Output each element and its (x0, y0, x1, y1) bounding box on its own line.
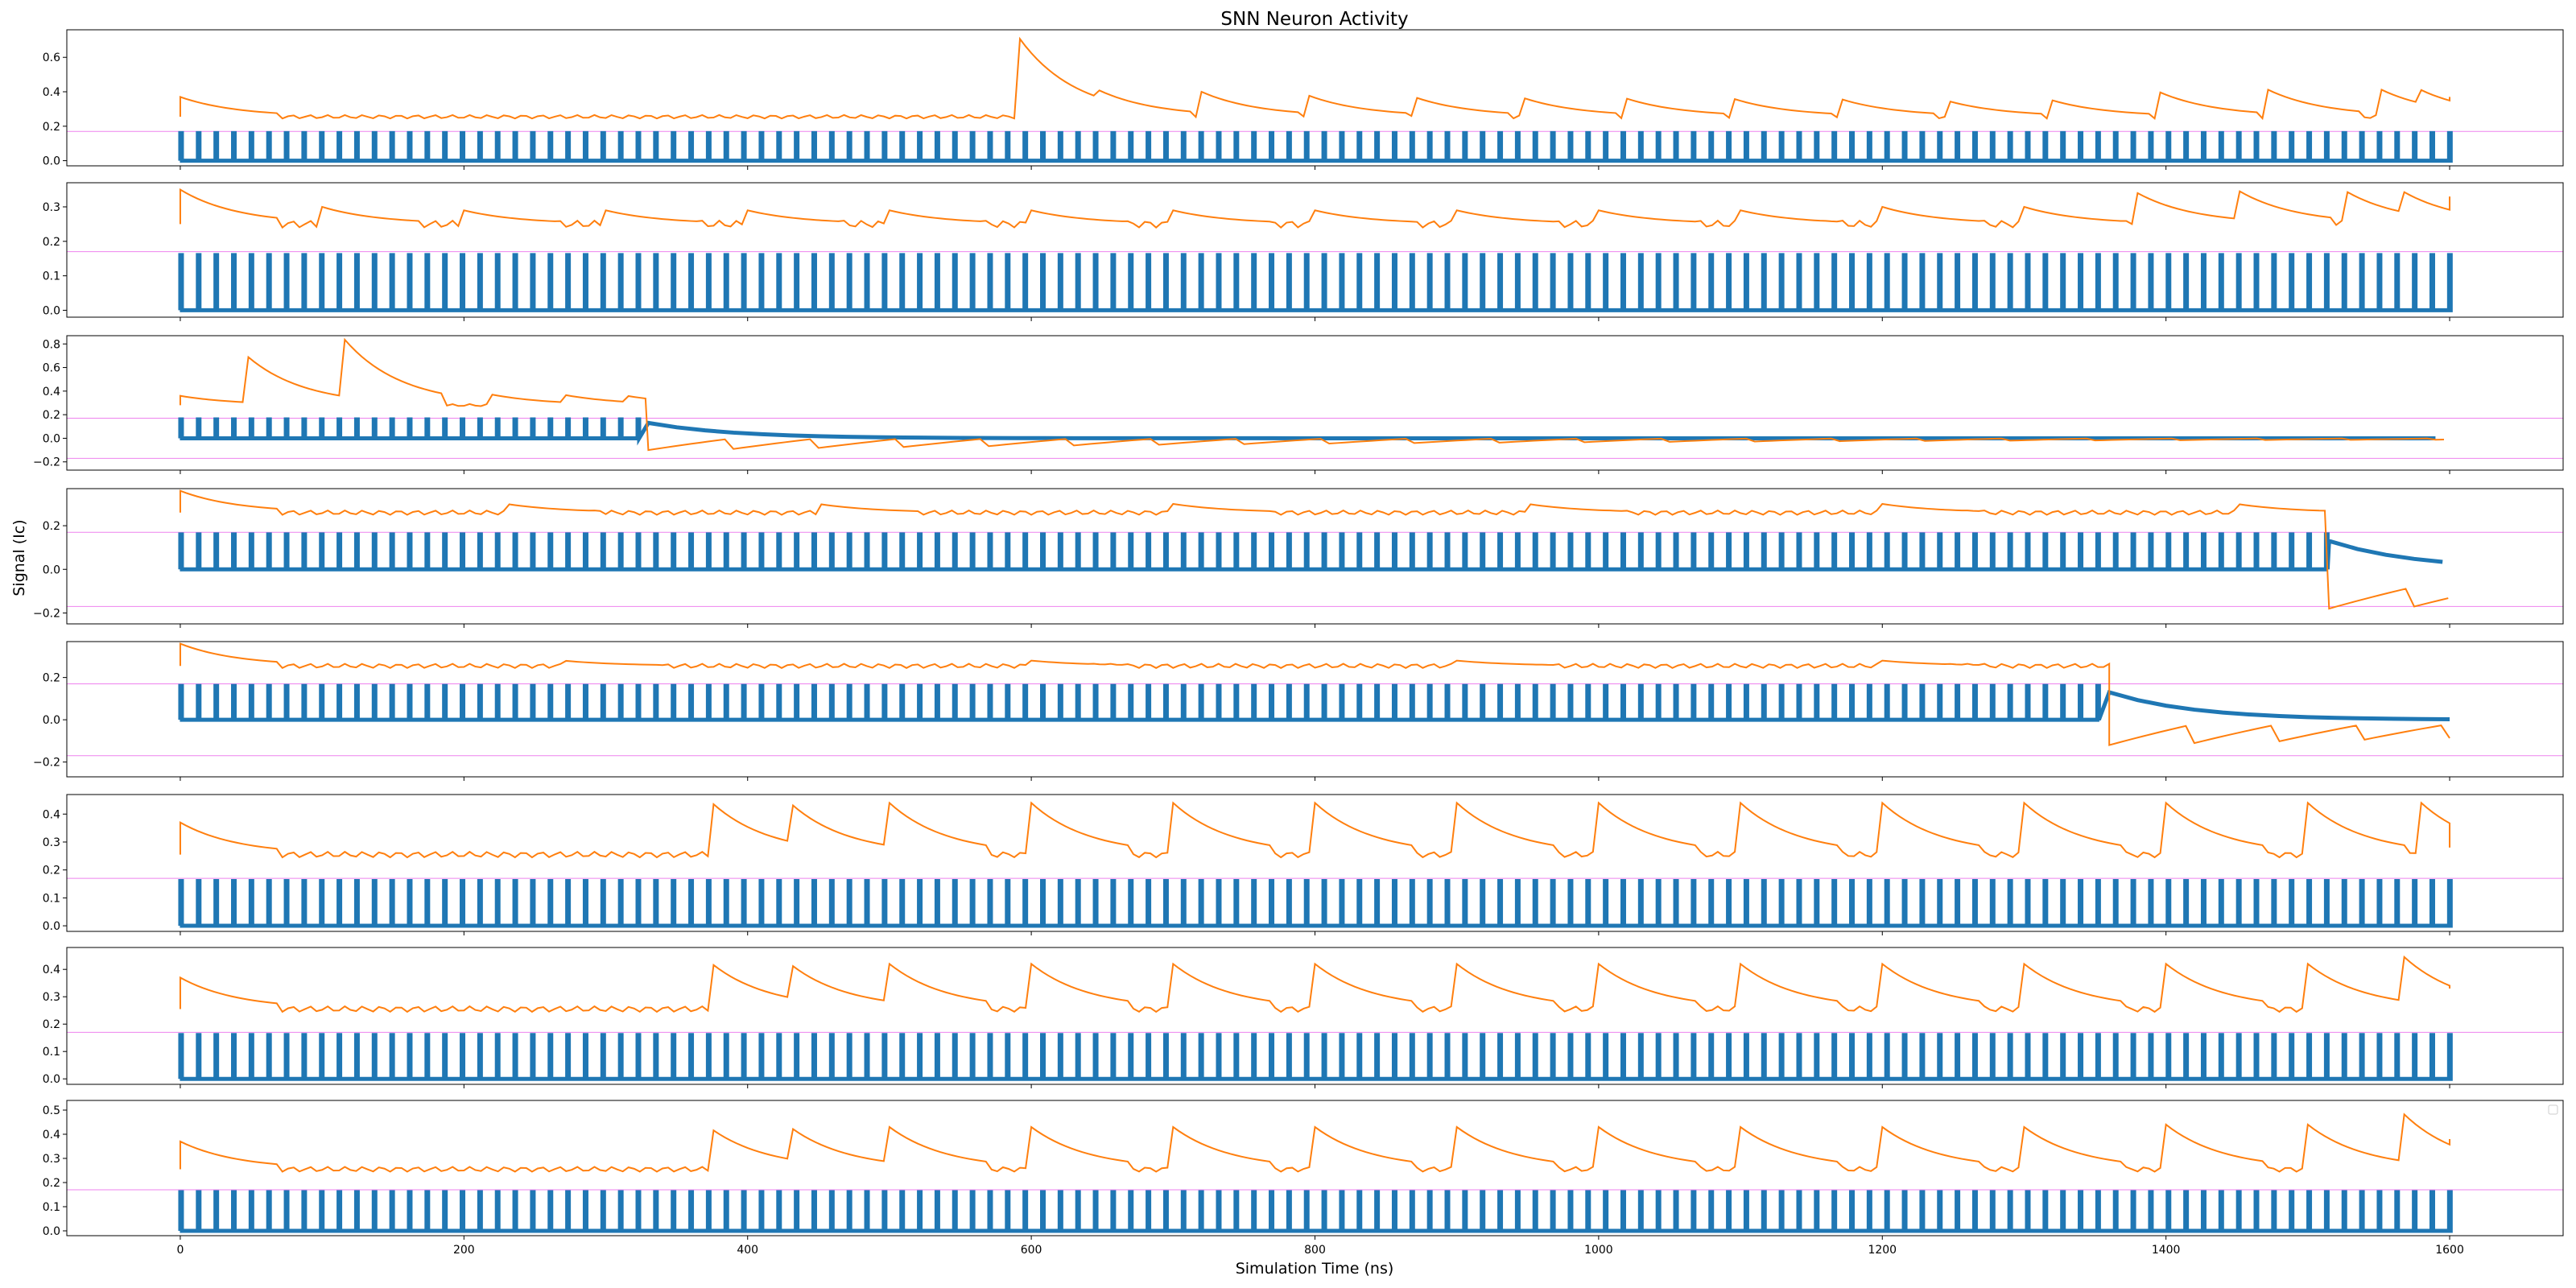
membrane-trace-7 (179, 955, 2451, 1013)
x-tick-label: 800 (1304, 1244, 1326, 1257)
y-tick-label: 0.2 (43, 865, 60, 877)
subplot-4: −0.2 0.0 0.2 (33, 488, 2564, 628)
y-tick-label: 0.1 (43, 1046, 60, 1059)
y-tick-label: 0.2 (43, 1177, 60, 1190)
y-tick-label: 0.2 (43, 121, 60, 134)
y-tick-label: 0.3 (43, 991, 60, 1004)
y-tick-label: 0.3 (43, 201, 60, 214)
spike-train-2 (178, 253, 2453, 312)
x-tick-label: 1000 (1584, 1244, 1613, 1257)
subplot-2: 0.0 0.1 0.2 0.3 (43, 182, 2564, 321)
y-tick-label: 0.6 (43, 362, 60, 375)
y-tick-label: 0.0 (43, 432, 60, 445)
membrane-trace-3 (179, 337, 2445, 452)
x-tick-label: 200 (453, 1244, 475, 1257)
y-tick-label: 0.4 (43, 386, 60, 398)
subplot-8: 0.0 0.1 0.2 0.3 0.4 0.5 0 200 400 600 800 1000 1200 1… (43, 1100, 2564, 1257)
x-tick-label: 1200 (1868, 1244, 1897, 1257)
membrane-trace-4 (179, 489, 2449, 610)
y-tick-label: 0.1 (43, 1201, 60, 1214)
membrane-trace-6 (179, 801, 2451, 859)
subplot-6: 0.0 0.1 0.2 0.3 0.4 (43, 794, 2564, 935)
y-tick-label: −0.2 (33, 607, 60, 620)
membrane-trace-1 (179, 36, 2451, 121)
y-tick-label: 0.0 (43, 304, 60, 317)
x-tick-label: 0 (176, 1244, 184, 1257)
membrane-trace-5 (179, 642, 2450, 746)
y-tick-label: 0.0 (43, 714, 60, 727)
y-tick-label: 0.2 (43, 1018, 60, 1031)
y-tick-label: 0.3 (43, 1153, 60, 1166)
chart-title: SNN Neuron Activity (1220, 9, 1408, 30)
y-tick-label: 0.6 (43, 52, 60, 64)
x-tick-label: 1600 (2435, 1244, 2464, 1257)
subplot-stack: 0.0 0.2 0.4 0.6 0.0 0.1 0.2 0.3 −0.2 0.0 0.2 0.4 0.6… (33, 29, 2564, 1257)
subplot-1: 0.0 0.2 0.4 0.6 (43, 29, 2564, 170)
y-tick-label: 0.0 (43, 1225, 60, 1238)
y-tick-label: 0.2 (43, 409, 60, 422)
spike-train-1 (178, 130, 2453, 163)
y-tick-label: 0.8 (43, 338, 60, 351)
y-tick-label: 0.4 (43, 808, 60, 821)
y-tick-label: 0.0 (43, 564, 60, 576)
spike-train-8 (178, 1190, 2453, 1233)
y-tick-label: 0.2 (43, 520, 60, 533)
x-tick-label: 600 (1021, 1244, 1042, 1257)
x-tick-label: 1400 (2152, 1244, 2181, 1257)
y-tick-label: 0.4 (43, 86, 60, 99)
y-tick-label: 0.5 (43, 1104, 60, 1117)
y-tick-label: 0.2 (43, 236, 60, 249)
y-tick-label: 0.2 (43, 672, 60, 685)
x-axis-label: Simulation Time (ns) (1236, 1260, 1394, 1278)
y-tick-label: 0.0 (43, 920, 60, 933)
spike-train-7 (178, 1033, 2453, 1081)
legend-box (2548, 1104, 2558, 1115)
y-tick-label: 0.1 (43, 270, 60, 283)
y-tick-label: 0.3 (43, 836, 60, 849)
spike-train-4 (178, 532, 2443, 572)
axes-frame-3 (66, 335, 2564, 471)
y-tick-label: 0.4 (43, 964, 60, 976)
spike-train-5 (178, 683, 2450, 722)
x-tick-label: 400 (737, 1244, 758, 1257)
y-tick-label: 0.4 (43, 1129, 60, 1141)
y-tick-label: 0.0 (43, 1073, 60, 1086)
subplot-5: −0.2 0.0 0.2 (33, 641, 2564, 781)
spike-train-6 (178, 879, 2453, 928)
y-tick-label: 0.0 (43, 155, 60, 168)
y-axis-label: Signal (Ic) (10, 519, 28, 596)
subplot-3: −0.2 0.0 0.2 0.4 0.6 0.8 (33, 335, 2564, 474)
membrane-trace-8 (179, 1113, 2451, 1173)
y-tick-label: 0.1 (43, 892, 60, 905)
y-tick-label: −0.2 (33, 456, 60, 469)
y-tick-label: −0.2 (33, 757, 60, 770)
membrane-trace-2 (179, 188, 2451, 229)
spike-train-3 (178, 417, 2436, 446)
subplot-7: 0.0 0.1 0.2 0.3 0.4 (43, 947, 2564, 1088)
